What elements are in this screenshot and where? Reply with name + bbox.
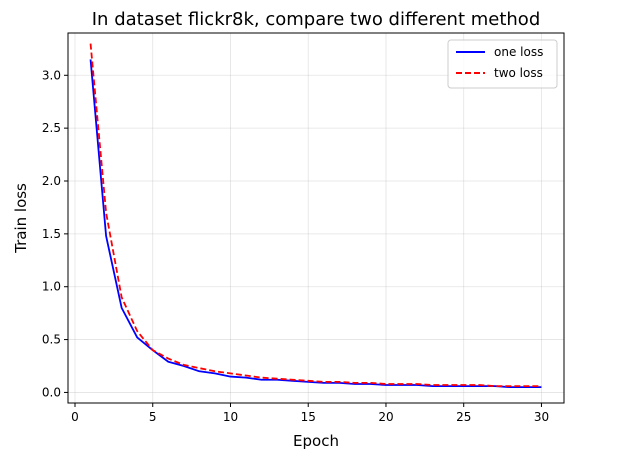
chart-title: In dataset flickr8k, compare two differe… bbox=[92, 9, 541, 30]
x-tick-label: 20 bbox=[378, 410, 393, 424]
y-axis: 0.0 0.5 1.0 1.5 2.0 2.5 3.0 bbox=[42, 68, 68, 399]
y-tick-label: 2.5 bbox=[42, 121, 61, 135]
x-tick-label: 25 bbox=[456, 410, 471, 424]
x-tick-label: 5 bbox=[149, 410, 157, 424]
series-line-one-loss bbox=[89, 59, 542, 389]
legend-label-two-loss: two loss bbox=[494, 66, 543, 80]
x-tick-label: 30 bbox=[534, 410, 549, 424]
series-line-two-loss bbox=[89, 43, 542, 387]
x-tick-label: 0 bbox=[71, 410, 79, 424]
y-tick-label: 2.0 bbox=[42, 174, 61, 188]
x-axis-label: Epoch bbox=[293, 432, 339, 450]
legend: one loss two loss bbox=[447, 39, 558, 89]
y-tick-label: 1.0 bbox=[42, 280, 61, 294]
y-tick-label: 0.0 bbox=[42, 385, 61, 399]
y-axis-label: Train loss bbox=[12, 183, 30, 254]
x-axis: 0 5 10 15 20 25 30 bbox=[71, 403, 549, 424]
y-tick-label: 0.5 bbox=[42, 333, 61, 347]
x-tick-label: 10 bbox=[223, 410, 238, 424]
plot-frame bbox=[67, 32, 565, 404]
y-tick-label: 1.5 bbox=[42, 227, 61, 241]
legend-label-one-loss: one loss bbox=[494, 45, 543, 59]
x-tick-label: 15 bbox=[301, 410, 316, 424]
series-layer bbox=[89, 43, 542, 389]
y-tick-label: 3.0 bbox=[42, 68, 61, 82]
